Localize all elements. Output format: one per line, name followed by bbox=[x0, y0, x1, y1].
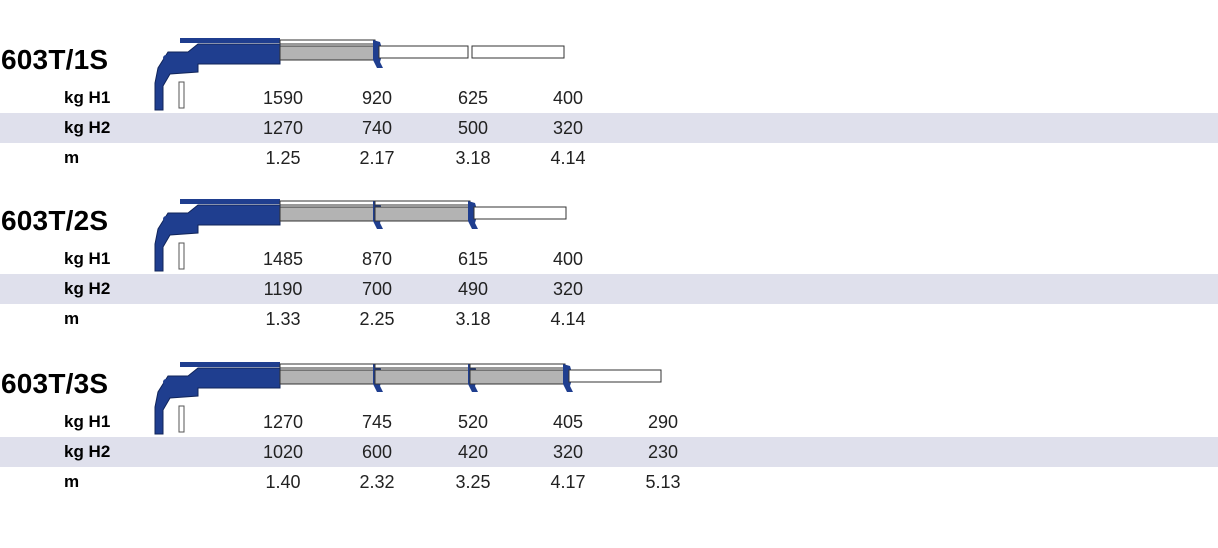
table-cell: 920 bbox=[361, 88, 393, 108]
table-row: m 1.25 2.17 3.18 4.14 bbox=[0, 143, 1218, 173]
crane-top-arm bbox=[180, 38, 280, 43]
model-block: kg H1 1485 870 615 400 kg H2 1190 700 490 320 m 1.3… bbox=[0, 161, 1218, 329]
table-cell: 3.25 bbox=[455, 472, 491, 492]
crane-pivot bbox=[163, 216, 169, 222]
crane-top-arm bbox=[180, 199, 280, 204]
model-block: kg H1 1270 745 520 405 290 kg H2 1020 600 420 320 2… bbox=[0, 324, 1218, 492]
table-cell: 1020 bbox=[262, 442, 304, 462]
table-cell: 625 bbox=[457, 88, 489, 108]
table-cell: 1485 bbox=[262, 249, 304, 269]
crane-pivot bbox=[163, 379, 169, 385]
boom-section bbox=[469, 369, 566, 385]
table-cell: 740 bbox=[361, 118, 393, 138]
crane-base bbox=[154, 204, 281, 272]
boom-section bbox=[374, 206, 471, 222]
table-cell: 745 bbox=[361, 412, 393, 432]
table-cell: 490 bbox=[457, 279, 489, 299]
table-cell: 4.14 bbox=[550, 148, 586, 168]
crane-diagram bbox=[154, 38, 565, 111]
table-cell: 290 bbox=[647, 412, 679, 432]
table-cell: 320 bbox=[552, 118, 584, 138]
table-cell: 4.17 bbox=[550, 472, 586, 492]
table-cell: 1.25 bbox=[265, 148, 301, 168]
boom-cylinder bbox=[469, 363, 566, 369]
model-block: kg H1 1590 920 625 400 kg H2 1270 740 500 320 m 1.2… bbox=[0, 0, 1218, 168]
crane-leg bbox=[178, 242, 185, 270]
boom-cylinder bbox=[279, 363, 376, 369]
crane-leg bbox=[178, 81, 185, 109]
table-cell: 2.25 bbox=[359, 309, 395, 329]
model-title: 603T/1S bbox=[1, 44, 109, 75]
boom-extension bbox=[378, 45, 469, 59]
table-cell: 2.17 bbox=[359, 148, 395, 168]
row-label: kg H2 bbox=[64, 118, 111, 137]
table-cell: 3.18 bbox=[455, 309, 491, 329]
boom-section bbox=[279, 206, 376, 222]
table-cell: 3.18 bbox=[455, 148, 491, 168]
table-cell: 600 bbox=[361, 442, 393, 462]
table-cell: 320 bbox=[552, 442, 584, 462]
row-label: kg H2 bbox=[64, 279, 111, 298]
boom-cylinder bbox=[279, 200, 376, 206]
row-label: kg H2 bbox=[64, 442, 111, 461]
table-cell: 400 bbox=[552, 88, 584, 108]
table-cell: 615 bbox=[457, 249, 489, 269]
crane-diagram bbox=[154, 362, 662, 435]
boom-extension bbox=[568, 369, 662, 383]
boom-cylinder bbox=[279, 39, 376, 45]
boom-cylinder bbox=[374, 363, 471, 369]
table-row: kg H2 1020 600 420 320 230 bbox=[0, 437, 1218, 467]
table-row: kg H2 1270 740 500 320 bbox=[0, 113, 1218, 143]
table-cell: 5.13 bbox=[645, 472, 681, 492]
boom-section bbox=[279, 369, 376, 385]
table-cell: 1190 bbox=[263, 279, 303, 299]
table-cell: 1270 bbox=[262, 118, 304, 138]
table-cell: 1.40 bbox=[265, 472, 301, 492]
table-row: kg H1 1270 745 520 405 290 bbox=[0, 407, 1218, 437]
table-cell: 2.32 bbox=[359, 472, 395, 492]
table-row: kg H2 1190 700 490 320 bbox=[0, 274, 1218, 304]
table-cell: 1590 bbox=[262, 88, 304, 108]
crane-base bbox=[154, 43, 281, 111]
row-label: kg H1 bbox=[64, 249, 111, 268]
crane-pivot bbox=[163, 55, 169, 61]
table-cell: 500 bbox=[457, 118, 489, 138]
boom-extension bbox=[471, 45, 565, 59]
model-title: 603T/2S bbox=[1, 205, 109, 236]
boom-extension bbox=[473, 206, 567, 220]
crane-diagram bbox=[154, 199, 567, 272]
model-title: 603T/3S bbox=[1, 368, 109, 399]
table-cell: 230 bbox=[647, 442, 679, 462]
table-row: m 1.33 2.25 3.18 4.14 bbox=[0, 304, 1218, 334]
crane-base bbox=[154, 367, 281, 435]
row-label: m bbox=[64, 148, 80, 167]
row-label: kg H1 bbox=[64, 412, 111, 431]
crane-top-arm bbox=[180, 362, 280, 367]
boom-section bbox=[279, 45, 376, 61]
table-cell: 1.33 bbox=[265, 309, 301, 329]
boom-cylinder bbox=[374, 200, 471, 206]
table-cell: 1270 bbox=[262, 412, 304, 432]
table-cell: 520 bbox=[457, 412, 489, 432]
table-row: m 1.40 2.32 3.25 4.17 5.13 bbox=[0, 467, 1218, 497]
row-label: kg H1 bbox=[64, 88, 111, 107]
boom-section bbox=[374, 369, 471, 385]
row-label: m bbox=[64, 309, 80, 328]
row-label: m bbox=[64, 472, 80, 491]
table-row: kg H1 1485 870 615 400 bbox=[0, 244, 1218, 274]
table-cell: 870 bbox=[361, 249, 393, 269]
table-cell: 400 bbox=[552, 249, 584, 269]
table-cell: 420 bbox=[457, 442, 489, 462]
table-row: kg H1 1590 920 625 400 bbox=[0, 83, 1218, 113]
table-cell: 320 bbox=[552, 279, 584, 299]
table-cell: 405 bbox=[552, 412, 584, 432]
table-cell: 4.14 bbox=[550, 309, 586, 329]
crane-leg bbox=[178, 405, 185, 433]
table-cell: 700 bbox=[361, 279, 393, 299]
